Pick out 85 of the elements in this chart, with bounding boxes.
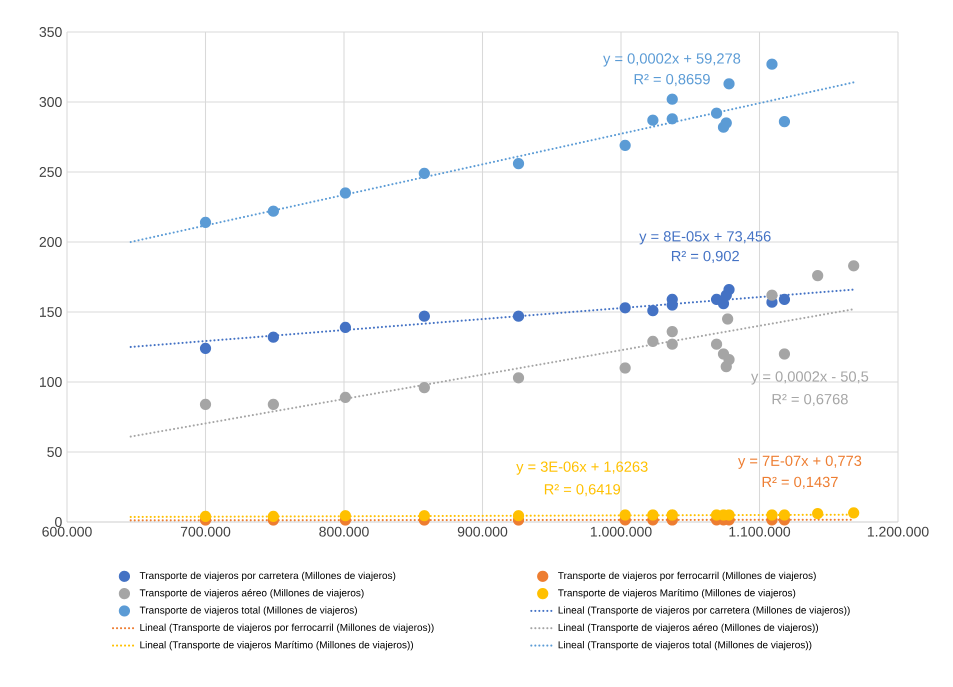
- point: [268, 510, 279, 522]
- point: [620, 140, 631, 152]
- point: [848, 260, 860, 272]
- point: [620, 362, 631, 374]
- annotation: y = 0,0002x - 50,5: [751, 371, 868, 385]
- legend-label: Transporte de viajeros total (Millones de viajeros): [140, 606, 357, 616]
- point: [418, 168, 430, 180]
- point: [666, 94, 678, 105]
- annotation: y = 0,0002x + 59,278: [603, 53, 740, 67]
- legend-label: Lineal (Transporte de viajeros por carretera (Millones de viajeros)): [558, 606, 850, 616]
- annotation: y = 8E-05x + 73,456: [639, 231, 771, 244]
- point: [418, 510, 430, 522]
- point: [766, 290, 778, 301]
- point: [620, 302, 631, 314]
- point: [200, 216, 212, 228]
- annotation: R² = 0,902: [672, 250, 739, 263]
- point: [778, 294, 790, 306]
- point: [647, 336, 658, 348]
- point: [766, 509, 778, 521]
- point: [418, 382, 430, 394]
- y-tick-label: 200: [40, 237, 62, 247]
- point: [722, 313, 734, 325]
- point: [666, 338, 678, 350]
- point: [647, 509, 658, 521]
- x-tick-label: 1.200.000: [868, 526, 929, 537]
- x-tick-label: 900.000: [458, 526, 508, 537]
- point: [340, 322, 351, 334]
- legend-label: Lineal (Transporte de viajeros por ferrocarril (Millones de viajeros)): [140, 624, 434, 633]
- point: [647, 114, 658, 126]
- point: [778, 509, 790, 521]
- legend-label: Transporte de viajeros por ferrocarril (Millones de viajeros): [558, 572, 816, 582]
- y-tick-label: 50: [47, 447, 62, 457]
- legend-label: Lineal (Transporte de viajeros Marítimo (Millones de viajeros)): [140, 640, 414, 650]
- annotation: R² = 0,8659: [634, 74, 710, 86]
- point: [766, 58, 778, 70]
- point: [512, 310, 524, 322]
- y-tick-label: 150: [40, 307, 62, 317]
- point: [512, 372, 524, 384]
- point: [200, 510, 212, 522]
- point: [710, 338, 722, 350]
- point: [723, 284, 735, 296]
- annotation: y = 7E-07x + 0,773: [738, 456, 862, 469]
- y-tick-label: 250: [40, 167, 62, 177]
- point: [710, 108, 722, 119]
- legend-label: Transporte de viajeros Marítimo (Millones de viajeros): [558, 588, 796, 598]
- y-tick-label: 350: [39, 27, 62, 37]
- point: [848, 507, 860, 519]
- point: [512, 510, 524, 522]
- point: [268, 332, 279, 343]
- legend-label: Lineal (Transporte de viajeros total (Millones de viajeros)): [558, 640, 812, 650]
- point: [340, 187, 351, 199]
- x-tick-label: 600.000: [42, 526, 92, 537]
- legend-label: Transporte de viajeros aéreo (Millones de viajeros): [140, 588, 364, 598]
- point: [778, 348, 790, 360]
- point: [666, 113, 678, 124]
- x-tick-label: 800.000: [319, 526, 369, 537]
- point: [268, 206, 279, 217]
- y-tick-label: 100: [40, 377, 62, 387]
- point: [647, 305, 658, 316]
- point: [200, 342, 212, 354]
- x-tick-label: 700.000: [180, 526, 230, 537]
- annotation: y = 3E-06x + 1,6263: [516, 461, 648, 475]
- x-tick-label: 1.000.000: [590, 526, 652, 537]
- annotation: R² = 0,6768: [772, 394, 848, 406]
- point: [778, 116, 790, 128]
- point: [340, 510, 351, 522]
- point: [340, 392, 351, 404]
- point: [620, 509, 631, 521]
- legend-label: Transporte de viajeros por carretera (Millones de viajeros): [140, 572, 396, 582]
- point: [812, 270, 824, 282]
- point: [666, 326, 678, 338]
- y-tick-label: 0: [55, 517, 62, 527]
- point: [812, 508, 824, 520]
- point: [723, 78, 735, 90]
- point: [268, 398, 279, 410]
- point: [720, 117, 732, 129]
- annotation: R² = 0,6419: [544, 484, 620, 496]
- point: [200, 398, 212, 410]
- annotation: R² = 0,1437: [762, 476, 838, 489]
- point: [512, 158, 524, 170]
- point: [723, 354, 735, 366]
- x-tick-label: 1.100.000: [729, 526, 790, 537]
- y-tick-label: 300: [39, 97, 62, 107]
- point: [418, 310, 430, 322]
- legend-label: Lineal (Transporte de viajeros aéreo (Millones de viajeros)): [558, 624, 818, 633]
